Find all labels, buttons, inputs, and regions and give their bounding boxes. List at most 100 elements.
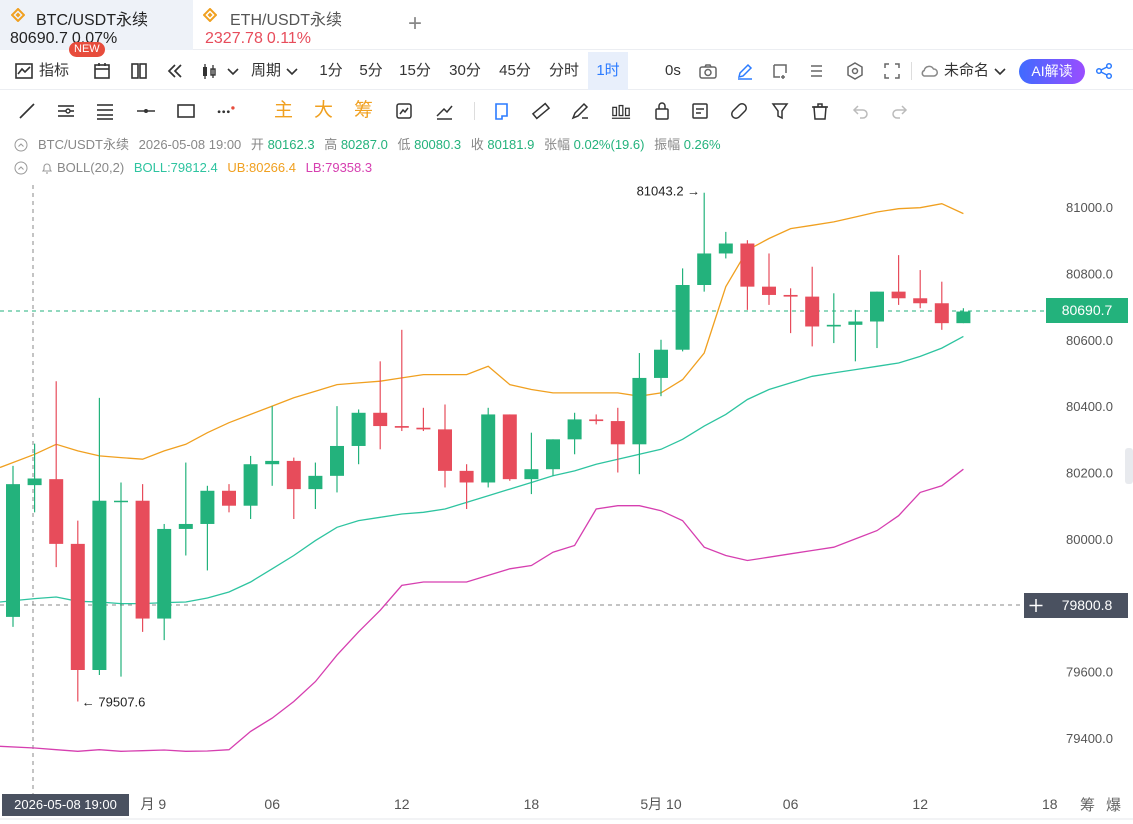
boll-lb-value: LB:79358.3 xyxy=(305,160,373,175)
divider xyxy=(911,62,912,80)
max-price-label: 81043.2 → xyxy=(637,184,701,199)
x-tick-label: 12 xyxy=(394,796,410,812)
brush-icon[interactable] xyxy=(570,101,590,121)
candle-body xyxy=(27,478,42,486)
candle-body xyxy=(740,243,755,287)
signal-tool-icon[interactable] xyxy=(394,101,414,121)
indicator-icon[interactable] xyxy=(14,61,34,81)
ohlc-values: BTC/USDT永续 2026-05-08 19:00 开 80162.3 高 … xyxy=(38,135,721,155)
candle-body xyxy=(6,484,20,617)
measure-tool-icon[interactable] xyxy=(434,101,454,121)
low-value: 80080.3 xyxy=(414,137,462,152)
candle-body xyxy=(524,469,539,480)
side-panel-handle[interactable] xyxy=(1125,448,1133,484)
y-tick-label: 79600.0 xyxy=(1066,665,1113,680)
period-chevron-icon[interactable] xyxy=(282,61,302,81)
candle-body xyxy=(567,419,582,440)
cloud-icon[interactable] xyxy=(919,61,939,81)
settings-icon[interactable] xyxy=(845,61,865,81)
big-order-tool[interactable]: 大 xyxy=(314,100,334,121)
select-cursor-icon[interactable] xyxy=(491,101,511,121)
camera-icon[interactable] xyxy=(698,61,718,81)
interval-45m[interactable]: 45分 xyxy=(499,62,531,79)
more-tools-icon[interactable] xyxy=(216,101,236,121)
list-icon[interactable] xyxy=(806,61,826,81)
chip-axis-label[interactable]: 筹 xyxy=(1080,797,1096,814)
trash-icon[interactable] xyxy=(810,101,830,121)
fibonacci-icon[interactable] xyxy=(95,101,115,121)
share-icon[interactable] xyxy=(1094,61,1114,81)
ai-analysis-button[interactable]: AI解读 xyxy=(1019,59,1085,84)
boll-ub-value: UB:80266.4 xyxy=(227,160,296,175)
y-tick-label: 80800.0 xyxy=(1066,266,1113,281)
interval-1h[interactable]: 1时 xyxy=(588,52,628,90)
crosshair-time-tag: 2026-05-08 19:00 xyxy=(2,794,129,816)
period-label[interactable]: 周期 xyxy=(251,62,282,79)
symbol-tabs: BTC/USDT永续 80690.7 0.07% NEW ETH/USDT永续 2… xyxy=(0,0,1133,57)
close-value: 80181.9 xyxy=(487,137,535,152)
trendline-icon[interactable] xyxy=(17,101,37,121)
candle-body xyxy=(243,464,258,506)
calendar-icon[interactable] xyxy=(92,61,112,81)
horizontal-line-icon[interactable] xyxy=(136,101,156,121)
candle-body xyxy=(265,460,280,465)
boll-values: BOLL(20,2) BOLL:79812.4 UB:80266.4 LB:79… xyxy=(57,158,372,178)
redo-icon[interactable] xyxy=(890,101,910,121)
note-icon[interactable] xyxy=(690,101,710,121)
change-label: 张幅 xyxy=(543,137,570,152)
interval-15m[interactable]: 15分 xyxy=(399,62,431,79)
candle-body xyxy=(178,523,193,529)
candle-body xyxy=(308,475,323,490)
candle-body xyxy=(589,419,604,422)
min-price-label: ← 79507.6 xyxy=(82,695,146,710)
candle-body xyxy=(826,324,841,327)
rewind-icon[interactable] xyxy=(165,61,185,81)
candle-type-icon[interactable] xyxy=(200,61,220,81)
x-tick-label: 06 xyxy=(783,796,799,812)
chip-tool[interactable]: 筹 xyxy=(354,100,374,121)
lock-icon[interactable] xyxy=(652,101,672,121)
collapse-icon[interactable] xyxy=(14,161,28,175)
candle-body xyxy=(675,284,690,350)
low-label: 低 xyxy=(397,137,411,152)
burst-axis-label[interactable]: 爆 xyxy=(1106,797,1122,814)
tab-btc-price-value: 80690.7 xyxy=(10,30,68,47)
tab-eth[interactable]: ETH/USDT永续 2327.78 0.11% xyxy=(196,0,386,50)
interval-1m[interactable]: 1分 xyxy=(319,62,343,79)
layout-chevron-icon[interactable] xyxy=(990,61,1010,81)
interval-timeline[interactable]: 分时 xyxy=(548,62,579,79)
boll-lower-line xyxy=(0,468,964,752)
ruler-icon[interactable] xyxy=(531,101,551,121)
main-force-tool[interactable]: 主 xyxy=(274,100,294,121)
candle-body xyxy=(870,291,884,322)
indicator-label[interactable]: 指标 xyxy=(39,62,70,79)
bell-icon[interactable] xyxy=(40,161,54,175)
candle-body xyxy=(330,445,344,476)
high-label: 高 xyxy=(324,137,338,152)
magnet-icon[interactable] xyxy=(729,101,749,121)
filter-icon[interactable] xyxy=(770,101,790,121)
rectangle-icon[interactable] xyxy=(176,101,196,121)
fullscreen-icon[interactable] xyxy=(882,61,902,81)
pencil-icon[interactable] xyxy=(735,61,755,81)
x-tick-label: 5月 10 xyxy=(640,796,681,812)
interval-5m[interactable]: 5分 xyxy=(359,62,383,79)
parallel-lines-icon[interactable] xyxy=(56,101,76,121)
candle-body xyxy=(49,479,64,544)
candle-body xyxy=(891,291,906,299)
layout-icon[interactable] xyxy=(129,61,149,81)
add-tab-icon[interactable]: + xyxy=(408,10,423,37)
add-alert-plus-icon[interactable] xyxy=(1024,593,1048,618)
undo-icon[interactable] xyxy=(850,101,870,121)
candle-body xyxy=(438,429,452,471)
interval-30m[interactable]: 30分 xyxy=(449,62,481,79)
add-annotation-icon[interactable] xyxy=(770,61,790,81)
collapse-icon[interactable] xyxy=(14,138,28,152)
layout-name[interactable]: 未命名 xyxy=(944,62,990,79)
candlestick-chart[interactable]: 81000.0 80800.0 80600.0 80400.0 80200.0 80000… xyxy=(0,180,1133,824)
chevron-down-icon[interactable] xyxy=(223,61,243,81)
candle-body xyxy=(934,303,949,324)
tab-btc[interactable]: BTC/USDT永续 80690.7 0.07% NEW xyxy=(0,0,193,57)
tab-eth-name: ETH/USDT永续 xyxy=(230,12,343,29)
candles-tool-icon[interactable] xyxy=(611,101,631,121)
